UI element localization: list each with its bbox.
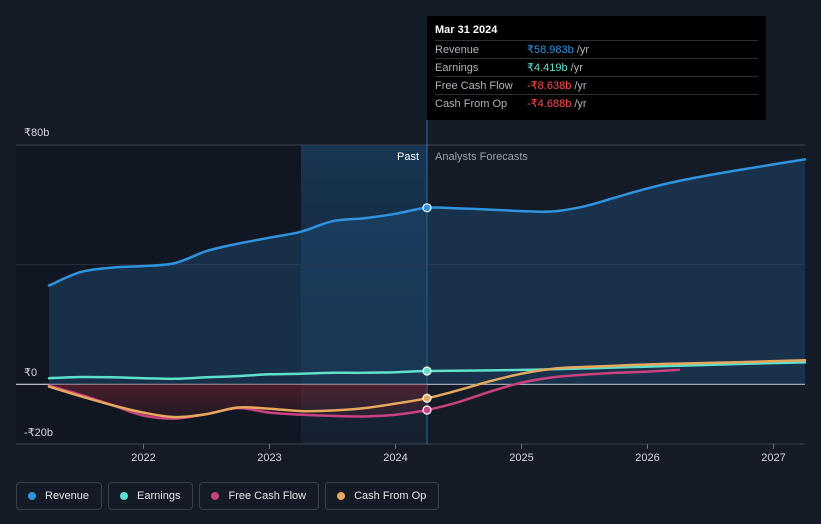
x-tick-label: 2026 [635, 452, 659, 464]
legend: Revenue Earnings Free Cash Flow Cash Fro… [16, 482, 440, 510]
tooltip-label: Cash From Op [435, 97, 508, 110]
tooltip-value: -₹8.638b [527, 80, 572, 92]
tooltip-label: Free Cash Flow [435, 79, 513, 92]
forecast-label: Analysts Forecasts [435, 151, 528, 163]
x-tick-label: 2027 [761, 452, 785, 464]
free-cash-flow-marker [422, 405, 432, 415]
legend-dot-icon [337, 492, 346, 500]
revenue-area [49, 159, 805, 385]
tooltip-value: ₹58.983b [527, 44, 574, 56]
legend-dot-icon [120, 492, 129, 500]
revenue-marker [422, 203, 432, 213]
legend-dot-icon [28, 492, 36, 500]
legend-dot-icon [211, 492, 220, 500]
tooltip-unit: /yr [574, 97, 587, 110]
earnings-marker [422, 366, 432, 376]
y-label-top: ₹80b [24, 127, 49, 139]
legend-item-revenue[interactable]: Revenue [16, 482, 103, 510]
legend-label: Cash From Op [354, 490, 427, 502]
tooltip-value: -₹4.688b [527, 98, 572, 110]
x-tick-label: 2023 [257, 452, 281, 464]
free-cash-flow-line [47, 368, 681, 420]
legend-label: Free Cash Flow [228, 490, 307, 502]
tooltip-row-cash-from-op: Cash From Op -₹4.688b /yr [435, 94, 758, 112]
chart-canvas: ₹80b ₹0 -₹20b Past Analysts Forecasts 2022 202… [16, 120, 807, 464]
tooltip-unit: /yr [574, 79, 587, 92]
tooltip-unit: /yr [570, 61, 583, 74]
legend-item-free-cash-flow[interactable]: Free Cash Flow [199, 482, 320, 510]
cash-from-op-line [47, 359, 807, 419]
tooltip-label: Revenue [435, 43, 480, 56]
tooltip: Mar 31 2024 Revenue ₹58.983b /yr Earning… [427, 16, 766, 120]
past-label: Past [397, 151, 419, 163]
tooltip-row-revenue: Revenue ₹58.983b /yr [435, 40, 758, 58]
y-label-zero: ₹0 [24, 367, 37, 379]
y-label-bottom: -₹20b [24, 427, 53, 439]
x-tick-label: 2022 [131, 452, 155, 464]
x-tick-label: 2025 [509, 452, 533, 464]
legend-item-cash-from-op[interactable]: Cash From Op [325, 482, 440, 510]
legend-label: Revenue [45, 490, 90, 502]
tooltip-label: Earnings [435, 61, 479, 74]
x-tick-label: 2024 [383, 452, 407, 464]
tooltip-row-earnings: Earnings ₹4.419b /yr [435, 58, 758, 76]
tooltip-row-free-cash-flow: Free Cash Flow -₹8.638b /yr [435, 76, 758, 94]
tooltip-date: Mar 31 2024 [435, 24, 498, 36]
tooltip-unit: /yr [576, 43, 589, 56]
tooltip-value: ₹4.419b [527, 62, 568, 74]
earnings-line [47, 361, 807, 381]
legend-item-earnings[interactable]: Earnings [108, 482, 194, 510]
cash-from-op-marker [422, 393, 432, 403]
legend-label: Earnings [137, 490, 181, 502]
